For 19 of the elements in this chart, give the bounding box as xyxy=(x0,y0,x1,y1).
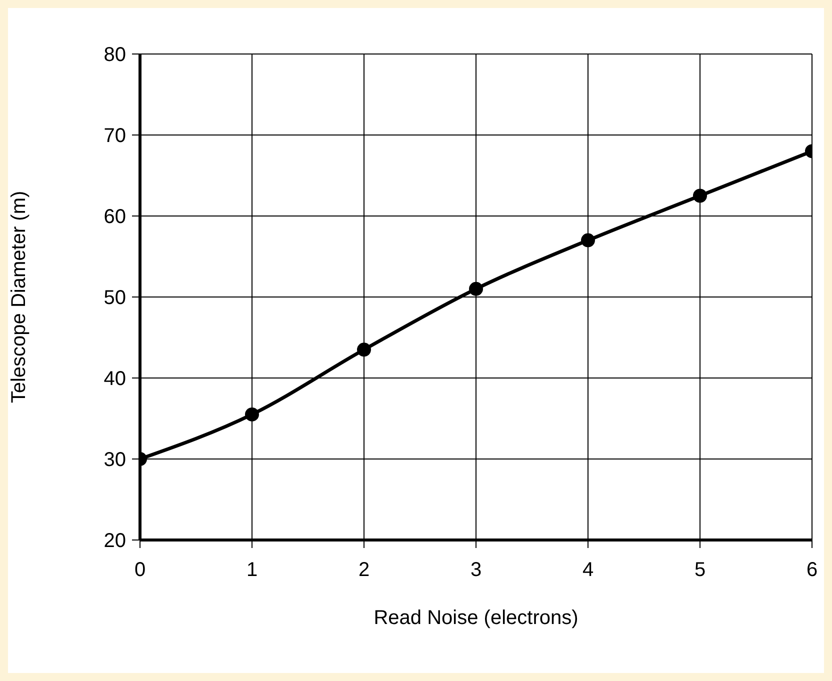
x-tick-label: 5 xyxy=(694,559,706,582)
y-tick-label: 40 xyxy=(104,368,126,390)
y-tick-label: 70 xyxy=(104,125,126,148)
x-tick-label: 4 xyxy=(582,559,594,582)
y-tick-label: 50 xyxy=(104,287,126,310)
point xyxy=(469,282,483,296)
x-tick-label: 3 xyxy=(470,559,482,582)
y-tick-label: 80 xyxy=(104,44,126,66)
point xyxy=(581,233,595,248)
x-axis-title: Read Noise (electrons) xyxy=(374,607,578,630)
x-tick-label: 2 xyxy=(358,559,370,582)
x-tick-label: 0 xyxy=(134,559,146,582)
y-tick-label: 20 xyxy=(104,530,126,552)
y-tick-label: 30 xyxy=(104,449,126,472)
x-tick-label: 6 xyxy=(806,559,818,582)
y-tick-label: 60 xyxy=(104,206,126,228)
y-axis-title: Telescope Diameter (m) xyxy=(8,190,30,404)
x-tick-label: 1 xyxy=(246,559,258,582)
point xyxy=(357,342,371,357)
